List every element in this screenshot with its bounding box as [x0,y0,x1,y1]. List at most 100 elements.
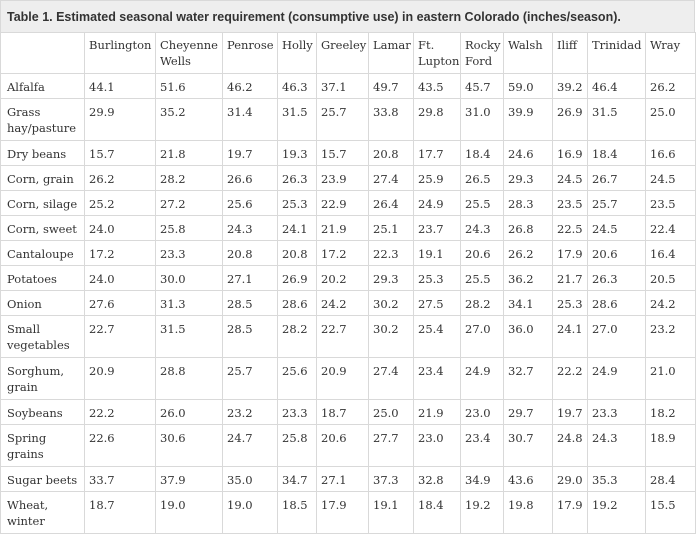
table-cell: 30.7 [503,424,553,467]
table-cell: 25.9 [413,165,461,191]
table-cell: 22.4 [645,215,696,241]
table-caption: Table 1. Estimated seasonal water requir… [0,0,695,32]
table-cell: 46.2 [222,73,278,99]
header-row: Burlington Cheyenne Wells Penrose Holly Gree… [0,32,696,74]
table-cell: 27.6 [84,290,156,316]
table-cell: 18.5 [277,491,317,534]
table-cell: 25.0 [368,399,414,425]
table-cell: 16.9 [552,140,588,166]
table-cell: 23.3 [277,399,317,425]
table-cell: 20.9 [316,357,369,400]
table-row: Corn, grain 26.2 28.2 26.6 26.3 23.9 27.4 25.9 2… [0,165,696,191]
table-cell: 24.3 [587,424,646,467]
table-cell: 33.7 [84,466,156,492]
table-cell: 23.2 [222,399,278,425]
table-cell: 26.6 [222,165,278,191]
table-cell: 20.6 [460,240,504,266]
table-cell: 26.7 [587,165,646,191]
table-cell: 31.5 [587,98,646,141]
table-cell: 37.3 [368,466,414,492]
table-row: Small vegetables 22.7 31.5 28.5 28.2 22.7 30.2… [0,315,696,358]
crop-label: Wheat, winter [0,491,85,534]
table-cell: 25.7 [587,190,646,216]
table-row: Dry beans 15.7 21.8 19.7 19.3 15.7 20.8 17.7 18.… [0,140,696,166]
table-cell: 29.7 [503,399,553,425]
table-cell: 19.1 [368,491,414,534]
table-cell: 19.7 [222,140,278,166]
table-cell: 19.0 [222,491,278,534]
table-cell: 51.6 [155,73,223,99]
table-cell: 25.1 [368,215,414,241]
table-cell: 16.6 [645,140,696,166]
table-cell: 24.2 [645,290,696,316]
table-cell: 23.3 [587,399,646,425]
table-cell: 43.6 [503,466,553,492]
column-header: Holly [277,32,317,74]
table-cell: 49.7 [368,73,414,99]
crop-label: Corn, silage [0,190,85,216]
table-cell: 27.1 [222,265,278,291]
table-cell: 26.2 [503,240,553,266]
table-row: Wheat, winter 18.7 19.0 19.0 18.5 17.9 19.1 18.… [0,491,696,534]
table-cell: 39.2 [552,73,588,99]
table-cell: 31.0 [460,98,504,141]
table-cell: 34.1 [503,290,553,316]
table-cell: 28.6 [587,290,646,316]
table-cell: 37.9 [155,466,223,492]
table-cell: 24.5 [552,165,588,191]
table-cell: 27.5 [413,290,461,316]
table-cell: 29.3 [368,265,414,291]
table-cell: 26.3 [277,165,317,191]
table-cell: 24.9 [413,190,461,216]
table-cell: 28.4 [645,466,696,492]
table-cell: 22.3 [368,240,414,266]
table-cell: 19.1 [413,240,461,266]
crop-label: Corn, sweet [0,215,85,241]
table-cell: 19.7 [552,399,588,425]
column-header: Walsh [503,32,553,74]
table-cell: 29.0 [552,466,588,492]
water-requirement-table: Burlington Cheyenne Wells Penrose Holly Gree… [0,32,696,534]
table-cell: 25.6 [277,357,317,400]
table-cell: 20.8 [368,140,414,166]
table-cell: 24.9 [587,357,646,400]
table-cell: 22.7 [316,315,369,358]
table-cell: 22.2 [552,357,588,400]
crop-label: Soybeans [0,399,85,425]
table-cell: 20.2 [316,265,369,291]
table-cell: 28.2 [277,315,317,358]
column-header: Lamar [368,32,414,74]
table-cell: 20.5 [645,265,696,291]
table-cell: 35.3 [587,466,646,492]
table-cell: 21.9 [316,215,369,241]
table-cell: 24.0 [84,215,156,241]
table-cell: 28.6 [277,290,317,316]
table-cell: 16.4 [645,240,696,266]
table-cell: 25.8 [277,424,317,467]
table-cell: 18.9 [645,424,696,467]
crop-label: Corn, grain [0,165,85,191]
table-cell: 17.9 [552,240,588,266]
table-cell: 17.2 [316,240,369,266]
table-cell: 30.2 [368,315,414,358]
table-row: Soybeans 22.2 26.0 23.2 23.3 18.7 25.0 21.9 23.0… [0,399,696,425]
table-cell: 19.3 [277,140,317,166]
table-cell: 32.7 [503,357,553,400]
table-cell: 26.4 [368,190,414,216]
table-cell: 21.8 [155,140,223,166]
table-cell: 15.7 [316,140,369,166]
table-row: Sorghum, grain 20.9 28.8 25.7 25.6 20.9 27.4 23… [0,357,696,400]
table-cell: 19.2 [460,491,504,534]
column-header: Wray [645,32,696,74]
table-cell: 19.8 [503,491,553,534]
crop-label: Alfalfa [0,73,85,99]
table-cell: 23.7 [413,215,461,241]
table-cell: 24.5 [587,215,646,241]
table-cell: 27.7 [368,424,414,467]
table-cell: 17.7 [413,140,461,166]
table-cell: 25.6 [222,190,278,216]
table-cell: 26.2 [645,73,696,99]
table-cell: 26.8 [503,215,553,241]
table-cell: 35.2 [155,98,223,141]
